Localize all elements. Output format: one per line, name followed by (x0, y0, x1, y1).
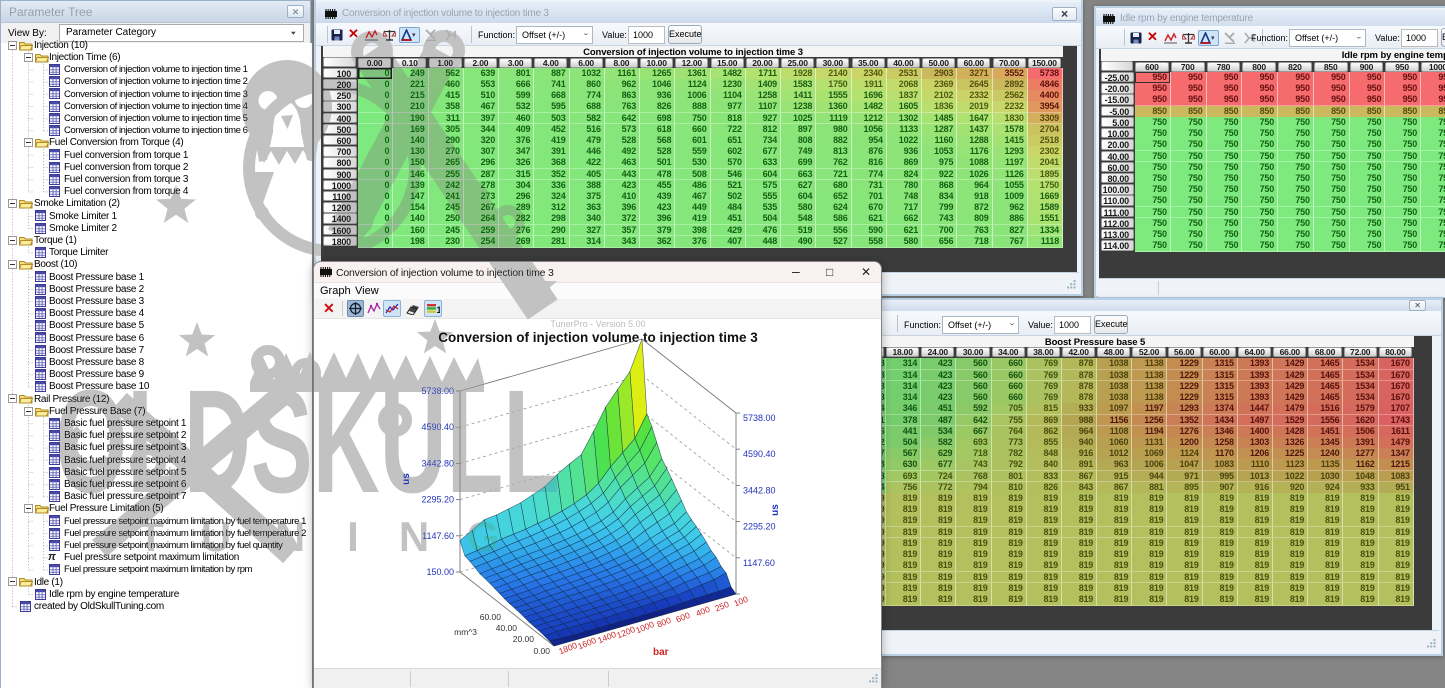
svg-text:Conversion of injection volume: Conversion of injection volume to inject… (438, 330, 758, 345)
svg-text:us: us (770, 504, 781, 516)
svg-text:400: 400 (694, 604, 711, 619)
svg-text:40.00: 40.00 (496, 623, 518, 633)
svg-text:4590.40: 4590.40 (743, 449, 776, 459)
svg-text:150.00: 150.00 (426, 567, 454, 577)
svg-text:1147.60: 1147.60 (422, 531, 454, 541)
svg-text:60.00: 60.00 (480, 612, 502, 622)
svg-text:2295.20: 2295.20 (743, 522, 776, 532)
svg-text:2295.20: 2295.20 (421, 495, 454, 505)
svg-text:800: 800 (655, 615, 672, 630)
svg-text:5738.00: 5738.00 (421, 386, 454, 396)
svg-text:5738.00: 5738.00 (743, 413, 776, 423)
svg-text:20.00: 20.00 (513, 634, 535, 644)
svg-text:mm^3: mm^3 (454, 627, 477, 637)
svg-text:bar: bar (653, 647, 669, 658)
svg-text:600: 600 (674, 610, 691, 625)
svg-text:us: us (401, 473, 412, 485)
svg-text:0.00: 0.00 (533, 646, 550, 656)
svg-text:1147.60: 1147.60 (743, 558, 775, 568)
svg-text:3442.80: 3442.80 (743, 485, 776, 495)
svg-text:TunerPro - Version 5.00: TunerPro - Version 5.00 (550, 319, 645, 329)
svg-text:250: 250 (713, 599, 730, 614)
svg-text:4590.40: 4590.40 (421, 422, 454, 432)
svg-text:100: 100 (732, 594, 749, 609)
svg-text:3442.80: 3442.80 (421, 458, 454, 468)
